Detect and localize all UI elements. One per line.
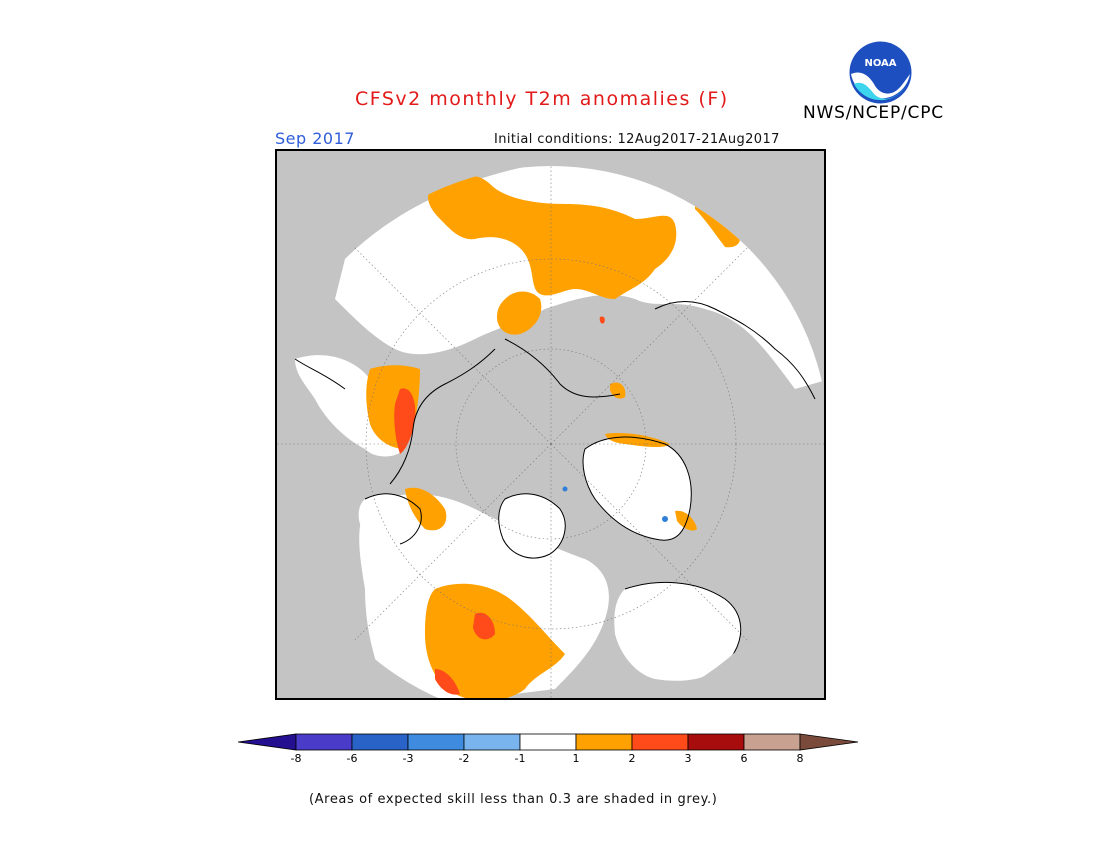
- legend-bin: [463, 733, 521, 751]
- initial-conditions-label: Initial conditions: 12Aug2017-21Aug2017: [494, 132, 780, 147]
- hot-anomaly-north-america-2: [435, 669, 460, 695]
- forecast-month: Sep 2017: [275, 129, 355, 148]
- legend-bin: [631, 733, 689, 751]
- labrador-land: [614, 582, 741, 681]
- warm-anomaly-canada-west: [405, 487, 447, 531]
- noaa-logo: NOAA: [849, 41, 912, 104]
- skill-footnote: (Areas of expected skill less than 0.3 a…: [309, 792, 718, 807]
- legend-bin: [295, 733, 353, 751]
- warm-anomaly-north-america: [425, 583, 565, 700]
- hot-anomaly-alaska: [394, 388, 416, 454]
- legend-bin: [519, 733, 577, 751]
- color-legend: [238, 733, 859, 751]
- legend-tick-label: -1: [514, 752, 526, 765]
- map-frame-border: [275, 149, 826, 700]
- warm-anomaly-east-siberia: [497, 291, 542, 335]
- legend-bin: [407, 733, 465, 751]
- greenland-land: [583, 437, 692, 541]
- legend-tick-label: -3: [402, 752, 414, 765]
- legend-bin: [351, 733, 409, 751]
- legend-tick-label: 6: [740, 752, 748, 765]
- legend-tick-label: -6: [346, 752, 358, 765]
- noaa-logo-text: NOAA: [864, 58, 896, 69]
- hot-anomaly-siberia: [599, 316, 605, 324]
- legend-tick-label: -2: [458, 752, 470, 765]
- warm-anomaly-greenland-inner: [675, 510, 697, 531]
- legend-tick-label: 1: [572, 752, 580, 765]
- cool-anomaly-arctic: [562, 486, 568, 492]
- legend-bin: [743, 733, 801, 751]
- legend-bin: [575, 733, 633, 751]
- arctic-archipelago: [498, 493, 566, 559]
- legend-tick-label: 2: [628, 752, 636, 765]
- legend-arrow-low: [238, 733, 297, 751]
- agency-label: NWS/NCEP/CPC: [803, 103, 944, 123]
- polar-map: [275, 149, 826, 700]
- legend-arrow-high: [799, 733, 859, 751]
- warm-anomaly-arctic-island: [610, 382, 626, 399]
- legend-tick-label: -8: [290, 752, 302, 765]
- legend-tick-label: 3: [684, 752, 692, 765]
- map-title: CFSv2 monthly T2m anomalies (F): [355, 88, 729, 110]
- coastlines: [294, 301, 816, 660]
- hot-anomaly-north-america-1: [473, 612, 495, 640]
- alaska-land: [358, 493, 422, 545]
- warm-anomaly-greenland-strip: [605, 433, 670, 448]
- cool-anomaly-greenland: [662, 516, 668, 522]
- legend-bin: [687, 733, 745, 751]
- warm-anomaly-siberia: [428, 174, 677, 299]
- polar-disk: [275, 166, 826, 700]
- graticule: [275, 166, 826, 700]
- legend-tick-label: 8: [796, 752, 804, 765]
